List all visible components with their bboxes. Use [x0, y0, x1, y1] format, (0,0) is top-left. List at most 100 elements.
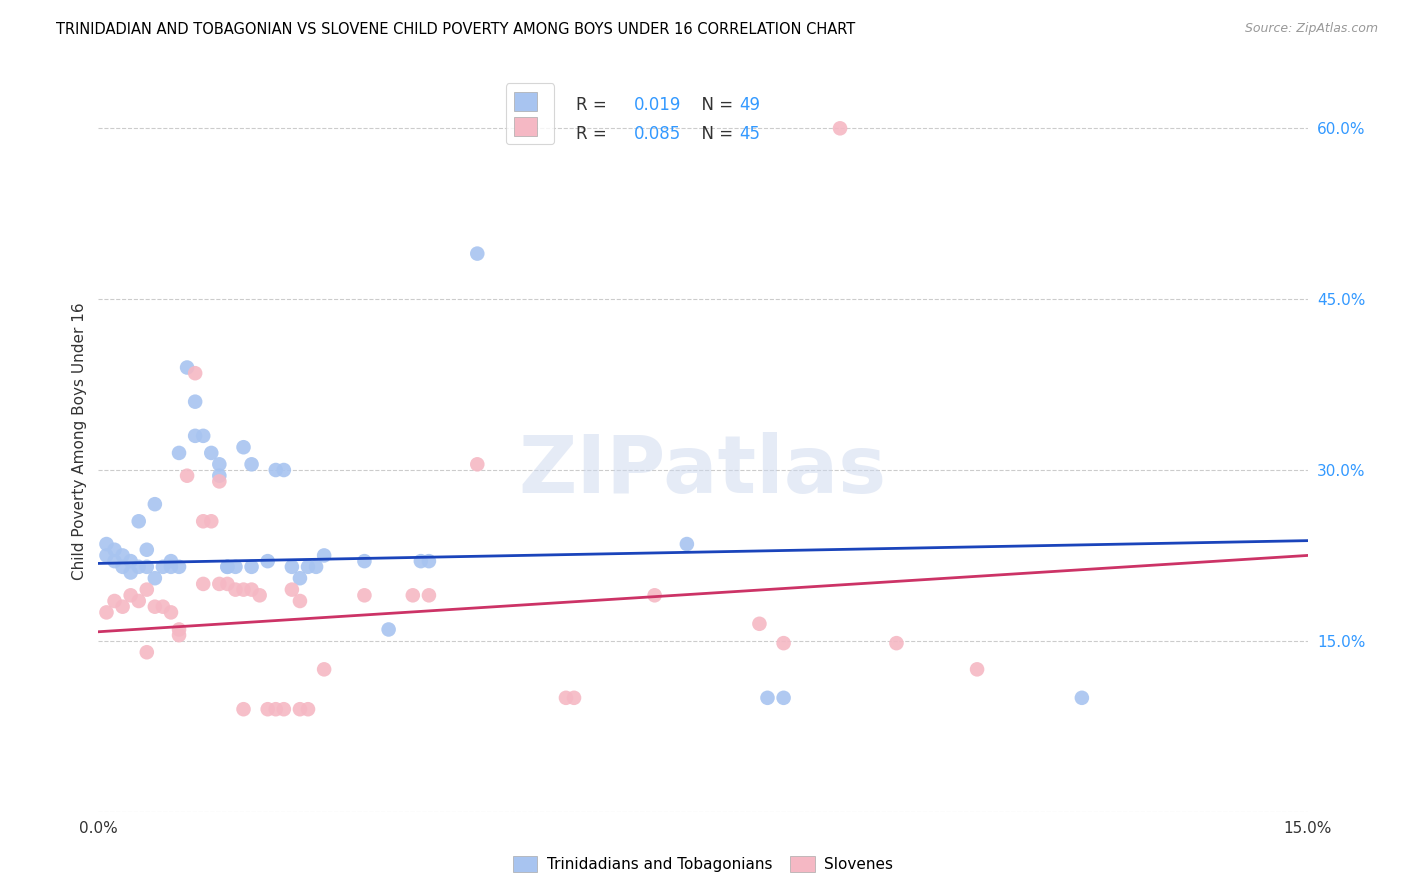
Point	[886, 636, 908, 650]
Point	[128, 594, 150, 608]
Point	[167, 559, 190, 574]
Point	[314, 549, 336, 563]
Point	[772, 636, 794, 650]
Point	[208, 458, 231, 472]
Point	[193, 577, 215, 591]
Point	[240, 582, 263, 597]
Point	[176, 360, 198, 375]
Point	[176, 468, 198, 483]
Point	[217, 577, 239, 591]
Point	[232, 702, 254, 716]
Point	[135, 582, 157, 597]
Point	[160, 606, 183, 620]
Point	[273, 463, 295, 477]
Point	[966, 662, 988, 676]
Point	[224, 559, 246, 574]
Point	[135, 645, 157, 659]
Text: R =: R =	[576, 95, 612, 113]
Point	[232, 440, 254, 454]
Point	[555, 690, 578, 705]
Point	[288, 702, 311, 716]
Point	[644, 588, 666, 602]
Point	[562, 690, 585, 705]
Point	[96, 606, 118, 620]
Point	[297, 559, 319, 574]
Point	[135, 559, 157, 574]
Text: R =: R =	[576, 125, 612, 144]
Text: N =: N =	[690, 125, 738, 144]
Point	[103, 542, 125, 557]
Point	[297, 702, 319, 716]
Point	[288, 571, 311, 585]
Point	[224, 582, 246, 597]
Point	[217, 559, 239, 574]
Point	[208, 577, 231, 591]
Point	[184, 429, 207, 443]
Point	[200, 514, 222, 528]
Point	[184, 366, 207, 380]
Legend: , : ,	[506, 83, 554, 145]
Point	[128, 559, 150, 574]
Point	[111, 599, 134, 614]
Point	[828, 121, 851, 136]
Point	[314, 662, 336, 676]
Text: N =: N =	[690, 95, 738, 113]
Point	[676, 537, 699, 551]
Point	[208, 468, 231, 483]
Point	[167, 623, 190, 637]
Point	[152, 559, 174, 574]
Text: 45: 45	[740, 125, 761, 144]
Y-axis label: Child Poverty Among Boys Under 16: Child Poverty Among Boys Under 16	[72, 302, 87, 581]
Point	[273, 702, 295, 716]
Legend: Trinidadians and Tobagonians, Slovenes: Trinidadians and Tobagonians, Slovenes	[505, 848, 901, 880]
Point	[418, 588, 440, 602]
Point	[200, 446, 222, 460]
Point	[167, 446, 190, 460]
Point	[135, 542, 157, 557]
Point	[418, 554, 440, 568]
Point	[120, 566, 142, 580]
Point	[167, 628, 190, 642]
Point	[240, 559, 263, 574]
Point	[772, 690, 794, 705]
Point	[160, 554, 183, 568]
Point	[96, 537, 118, 551]
Point	[193, 429, 215, 443]
Point	[465, 458, 488, 472]
Point	[143, 571, 166, 585]
Text: 0.019: 0.019	[634, 95, 682, 113]
Point	[193, 514, 215, 528]
Point	[111, 549, 134, 563]
Point	[748, 616, 770, 631]
Point	[128, 514, 150, 528]
Point	[256, 702, 278, 716]
Point	[120, 588, 142, 602]
Point	[240, 458, 263, 472]
Point	[756, 690, 779, 705]
Point	[103, 594, 125, 608]
Point	[377, 623, 399, 637]
Text: Source: ZipAtlas.com: Source: ZipAtlas.com	[1244, 22, 1378, 36]
Text: ZIPatlas: ZIPatlas	[519, 432, 887, 510]
Point	[103, 554, 125, 568]
Point	[353, 588, 375, 602]
Point	[281, 582, 304, 597]
Point	[402, 588, 425, 602]
Point	[353, 554, 375, 568]
Point	[217, 559, 239, 574]
Point	[143, 599, 166, 614]
Point	[120, 554, 142, 568]
Point	[1070, 690, 1092, 705]
Point	[232, 582, 254, 597]
Point	[208, 475, 231, 489]
Point	[288, 594, 311, 608]
Point	[264, 463, 287, 477]
Text: 49: 49	[740, 95, 761, 113]
Point	[96, 549, 118, 563]
Point	[160, 559, 183, 574]
Point	[249, 588, 271, 602]
Text: TRINIDADIAN AND TOBAGONIAN VS SLOVENE CHILD POVERTY AMONG BOYS UNDER 16 CORRELAT: TRINIDADIAN AND TOBAGONIAN VS SLOVENE CH…	[56, 22, 855, 37]
Point	[184, 394, 207, 409]
Point	[465, 246, 488, 260]
Point	[305, 559, 328, 574]
